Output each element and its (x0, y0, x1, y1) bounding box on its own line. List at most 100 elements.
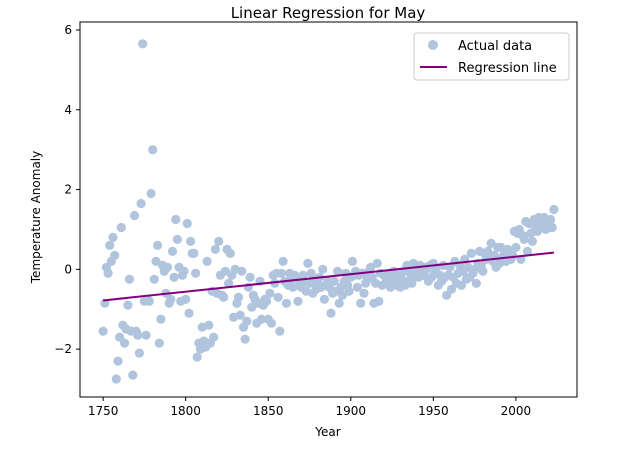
data-point (333, 266, 343, 276)
data-point (156, 314, 166, 324)
y-axis-label: Temperature Anomaly (29, 151, 43, 284)
data-point (225, 248, 235, 258)
data-point (111, 374, 121, 384)
data-point (352, 282, 362, 292)
legend-box (413, 32, 570, 81)
data-point (278, 256, 288, 266)
x-tick-label: 1750 (88, 404, 119, 418)
data-point (220, 266, 230, 276)
y-axis-ticks: −2 0 2 4 6 (54, 23, 80, 356)
x-tick-label: 1850 (253, 404, 284, 418)
data-point (275, 326, 285, 336)
x-tick-label: 2000 (501, 404, 532, 418)
data-point (110, 250, 120, 260)
data-point (148, 145, 158, 155)
data-point (257, 314, 267, 324)
data-point (511, 242, 521, 252)
legend: Actual data Regression line (413, 32, 570, 81)
data-point (144, 296, 154, 306)
data-point (179, 266, 189, 276)
data-point (214, 236, 224, 246)
data-point (108, 232, 118, 242)
data-point (138, 39, 148, 49)
data-point (522, 246, 533, 256)
data-point (372, 258, 382, 268)
data-point (189, 248, 199, 258)
data-point (128, 370, 138, 380)
data-point (466, 248, 476, 258)
data-point (192, 352, 202, 362)
x-axis-label: Year (314, 425, 340, 439)
x-axis-ticks: 1750 1800 1850 1900 1950 2000 (88, 397, 531, 418)
data-point (171, 214, 181, 225)
data-point (219, 292, 229, 302)
data-point (344, 286, 354, 296)
data-point (146, 188, 156, 199)
data-point (113, 356, 123, 366)
data-point (546, 214, 556, 225)
x-tick-label: 1950 (418, 404, 449, 418)
data-point (486, 238, 496, 248)
data-point (136, 198, 146, 209)
data-point (359, 288, 369, 298)
data-point (318, 264, 328, 274)
data-point (105, 240, 115, 250)
y-tick-label: 0 (64, 262, 72, 276)
data-point (169, 272, 179, 282)
data-point (181, 294, 191, 304)
data-point (407, 278, 417, 288)
data-point (153, 240, 163, 250)
data-point (326, 308, 336, 318)
data-point (334, 298, 344, 308)
data-point (116, 222, 126, 233)
data-point (129, 210, 140, 221)
data-point (303, 258, 313, 268)
data-point (478, 266, 488, 276)
data-point (276, 268, 286, 278)
data-point (356, 298, 366, 308)
data-point (549, 204, 559, 215)
data-point (133, 330, 143, 340)
data-point (154, 338, 164, 348)
data-point (184, 308, 194, 318)
data-point (204, 320, 214, 330)
data-point (124, 274, 135, 284)
data-point (240, 334, 250, 344)
x-tick-label: 1800 (170, 404, 201, 418)
data-point (191, 268, 201, 278)
data-point (288, 282, 298, 292)
data-point (120, 338, 130, 348)
data-point (103, 268, 113, 278)
regression-line (103, 251, 554, 302)
scatter-points (98, 39, 559, 384)
y-tick-label: 4 (64, 103, 72, 117)
data-point (471, 278, 481, 288)
data-point (374, 296, 384, 306)
data-point (265, 288, 275, 298)
data-point (547, 222, 557, 233)
regression-line-layer (103, 251, 554, 302)
data-point (167, 246, 178, 256)
data-point (233, 292, 244, 302)
data-point (329, 276, 339, 286)
data-point (134, 348, 144, 358)
y-tick-label: 2 (64, 183, 72, 197)
data-point (186, 236, 196, 246)
y-tick-label: 6 (64, 23, 72, 37)
data-point (224, 278, 234, 288)
legend-label-regression-line: Regression line (458, 61, 557, 76)
x-tick-label: 1900 (336, 404, 367, 418)
data-point (151, 256, 161, 266)
data-point (141, 330, 151, 340)
data-point (149, 274, 159, 284)
data-point (182, 218, 192, 229)
data-point (519, 234, 529, 244)
chart-title: Linear Regression for May (231, 4, 426, 22)
data-point (235, 310, 245, 320)
data-point (209, 332, 219, 342)
data-point (347, 256, 357, 266)
data-point (266, 318, 277, 328)
data-point (337, 290, 348, 300)
y-tick-label: −2 (54, 342, 72, 356)
data-point (245, 272, 255, 282)
